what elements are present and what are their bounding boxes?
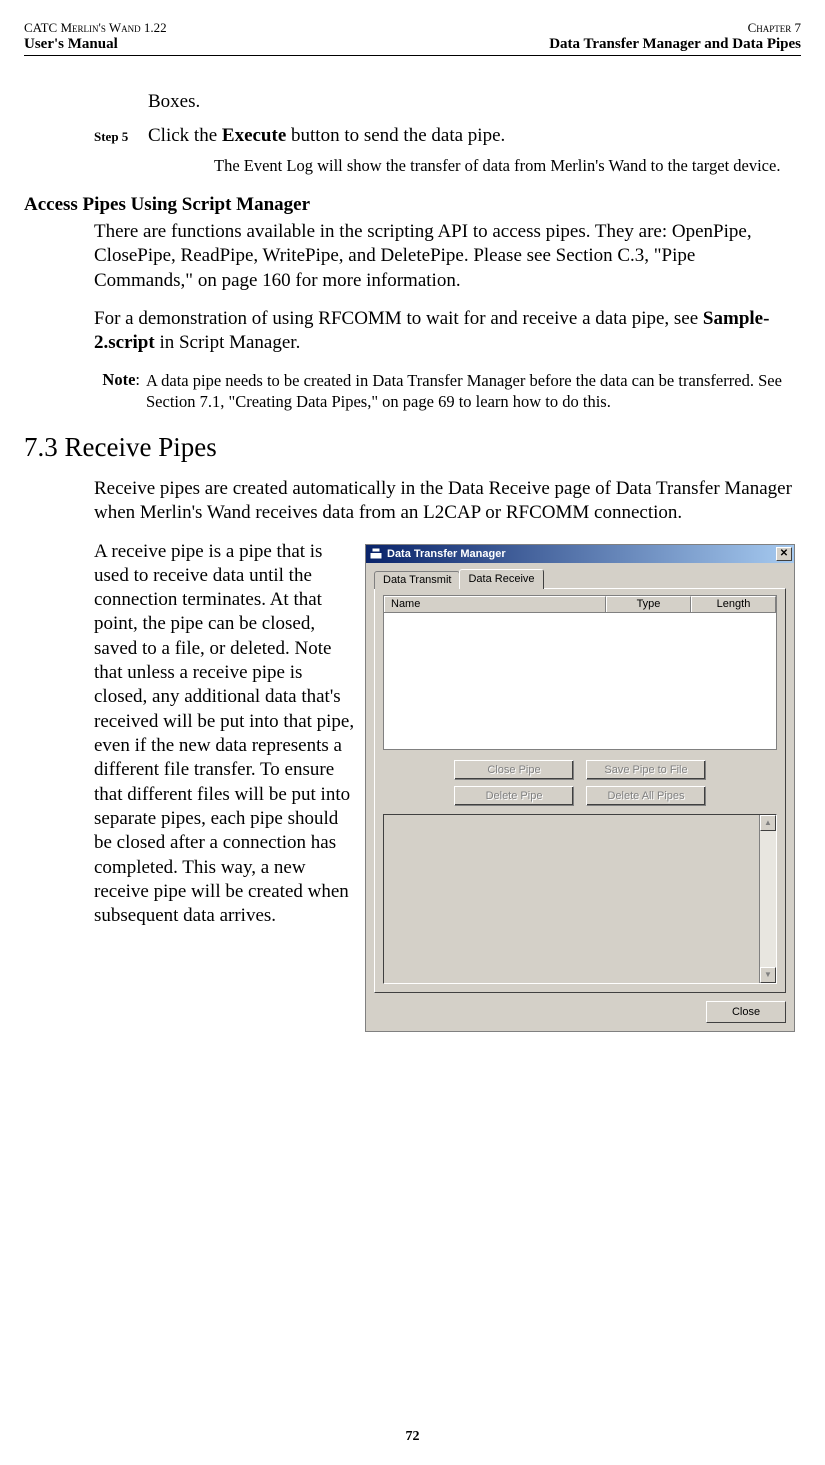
receive-para1: Receive pipes are created automatically … xyxy=(94,477,795,526)
button-row-1: Close Pipe Save Pipe to File xyxy=(383,760,777,780)
header-right: Chapter 7 Data Transfer Manager and Data… xyxy=(549,20,801,53)
scroll-track[interactable] xyxy=(760,831,776,967)
step-5-result: The Event Log will show the transfer of … xyxy=(214,156,795,177)
dtm-buttons-group: Close Pipe Save Pipe to File Delete Pipe… xyxy=(383,760,777,806)
dtm-window-figure: Data Transfer Manager ✕ Data Transmit Da… xyxy=(365,544,795,1032)
step5-after: button to send the data pipe. xyxy=(286,125,505,146)
step-5-text: Click the Execute button to send the dat… xyxy=(148,124,505,148)
header-chapter: Chapter 7 xyxy=(549,20,801,36)
note-body: A data pipe needs to be created in Data … xyxy=(146,370,795,412)
save-pipe-button[interactable]: Save Pipe to File xyxy=(586,760,706,780)
boxes-fragment: Boxes. xyxy=(148,90,795,114)
app-icon xyxy=(369,547,383,561)
script-para2: For a demonstration of using RFCOMM to w… xyxy=(94,307,795,356)
col-type[interactable]: Type xyxy=(606,596,691,612)
close-button[interactable]: Close xyxy=(706,1001,786,1023)
script-para1: There are functions available in the scr… xyxy=(94,220,795,293)
note-row: Note: A data pipe needs to be created in… xyxy=(94,370,795,412)
step-5-label: Step 5 xyxy=(94,129,148,145)
col-name[interactable]: Name xyxy=(384,596,606,612)
scroll-down-icon[interactable]: ▼ xyxy=(760,967,776,983)
delete-pipe-button[interactable]: Delete Pipe xyxy=(454,786,574,806)
dtm-title-text: Data Transfer Manager xyxy=(387,548,506,560)
section-heading: 7.3 Receive Pipes xyxy=(24,432,795,463)
window-close-button[interactable]: ✕ xyxy=(776,547,792,561)
script-para2-after: in Script Manager. xyxy=(155,332,301,353)
tab-data-receive[interactable]: Data Receive xyxy=(459,569,543,589)
dtm-titlebar-left: Data Transfer Manager xyxy=(369,547,506,561)
button-row-2: Delete Pipe Delete All Pipes xyxy=(383,786,777,806)
dtm-body: Data Transmit Data Receive Name Type Len… xyxy=(366,563,794,1031)
step5-before: Click the xyxy=(148,125,222,146)
scroll-up-icon[interactable]: ▲ xyxy=(760,815,776,831)
dtm-textarea[interactable]: ▲ ▼ xyxy=(383,814,777,984)
delete-all-pipes-button[interactable]: Delete All Pipes xyxy=(586,786,706,806)
header-left: CATC Merlin's Wand 1.22 User's Manual xyxy=(24,20,167,53)
script-manager-subhead: Access Pipes Using Script Manager xyxy=(24,194,795,216)
close-pipe-button[interactable]: Close Pipe xyxy=(454,760,574,780)
header-product: CATC Merlin's Wand 1.22 xyxy=(24,20,167,36)
scrollbar[interactable]: ▲ ▼ xyxy=(760,815,776,983)
dtm-tab-panel: Name Type Length Close Pipe Save Pipe to… xyxy=(374,588,786,993)
step-5-row: Step 5 Click the Execute button to send … xyxy=(94,124,795,148)
content: Boxes. Step 5 Click the Execute button t… xyxy=(24,90,801,1032)
dtm-listview-header: Name Type Length xyxy=(384,596,776,613)
tab-data-transmit[interactable]: Data Transmit xyxy=(374,571,460,589)
note-label: Note: xyxy=(94,370,146,412)
header-doc-title: User's Manual xyxy=(24,36,167,53)
dtm-titlebar: Data Transfer Manager ✕ xyxy=(366,545,794,563)
col-length[interactable]: Length xyxy=(691,596,776,612)
dtm-bottom: Close xyxy=(374,1001,786,1023)
dtm-textarea-inner xyxy=(384,815,760,983)
page-header: CATC Merlin's Wand 1.22 User's Manual Ch… xyxy=(24,20,801,56)
dtm-listview[interactable]: Name Type Length xyxy=(383,595,777,750)
script-para2-before: For a demonstration of using RFCOMM to w… xyxy=(94,308,703,329)
step5-bold: Execute xyxy=(222,125,286,146)
flow-container: Data Transfer Manager ✕ Data Transmit Da… xyxy=(94,540,795,1032)
dtm-window: Data Transfer Manager ✕ Data Transmit Da… xyxy=(365,544,795,1032)
dtm-tabs: Data Transmit Data Receive xyxy=(374,569,786,589)
header-chapter-title: Data Transfer Manager and Data Pipes xyxy=(549,36,801,53)
note-label-bold: Note xyxy=(102,370,135,389)
page-number: 72 xyxy=(0,1429,825,1445)
